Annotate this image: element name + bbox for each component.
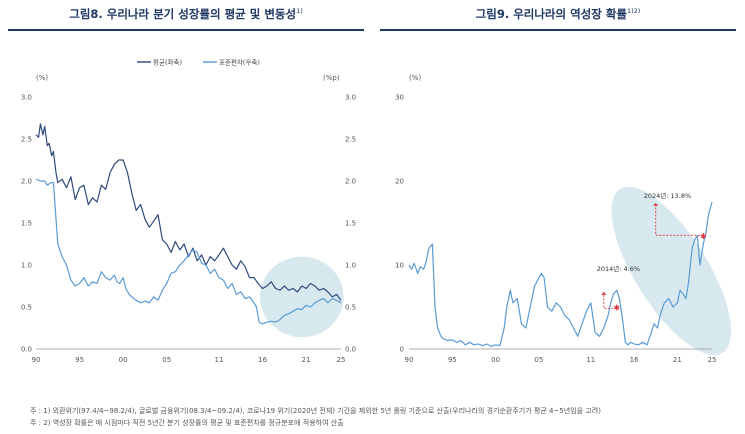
annotation-arrowhead-2014 <box>601 291 607 295</box>
x-tick-label: 25 <box>337 356 346 364</box>
footnote-2: 주 : 2) 역성장 확률은 매 시점마다 직전 5년간 분기 성장률의 평균 … <box>30 419 344 427</box>
annotation-arrowhead-2024 <box>653 202 659 206</box>
y-tick-label-right: 2.0 <box>345 178 356 186</box>
annotation-leader-2014 <box>603 291 617 309</box>
annotation-leader-2024 <box>655 202 704 236</box>
x-tick-label: 21 <box>302 356 311 364</box>
x-tick-label: 16 <box>258 356 267 364</box>
highlight-ellipse <box>259 256 344 338</box>
y-tick-label-right: 3.0 <box>345 94 356 102</box>
x-tick-label: 11 <box>215 356 224 364</box>
right-chart-title-footnote: 1)2) <box>627 7 641 16</box>
y-tick-label-right: 1.0 <box>345 262 356 270</box>
legend-label: 평균(좌축) <box>153 58 182 67</box>
legend-label: 표준편차(우축) <box>219 58 260 67</box>
series-line-mean <box>35 123 342 301</box>
y-tick-label-left: 3.0 <box>21 94 32 102</box>
annotation-label-2024: 2024년: 13.8% <box>644 191 691 200</box>
left-title-divider <box>8 29 364 31</box>
x-tick-label: 90 <box>32 356 41 364</box>
legend: 평균(좌축) 표준편차(우축) <box>137 58 260 67</box>
series-line-probability <box>408 201 713 348</box>
x-tick-label: 05 <box>534 356 543 364</box>
y-tick-label-left: 0.0 <box>21 346 32 354</box>
y-unit-left: (%) <box>36 74 48 82</box>
y-tick-label-right: 0.5 <box>345 304 356 312</box>
highlight-ellipse <box>611 186 732 356</box>
chart-negative-growth-probability: 0 10 20 30 (%) 90 95 00 05 11 16 21 25 2014년: 4.6% ✱ 20… <box>395 74 732 364</box>
chart-mean-volatility: 0.0 0.0 0.5 0.5 1.0 1.0 1.5 1.5 2.0 2.0 2.5 2.5 3.0 3… <box>21 58 356 365</box>
x-tick-label: 00 <box>119 356 128 364</box>
annotation-marker-2024: ✱ <box>700 232 707 241</box>
x-tick-label: 21 <box>673 356 682 364</box>
left-chart-title: 그림8. 우리나라 분기 성장률의 평균 및 변동성1) <box>69 7 303 21</box>
y-tick-label-right: 2.5 <box>345 136 356 144</box>
annotation-label-2014: 2014년: 4.6% <box>597 264 640 273</box>
charts-canvas: 0.0 0.0 0.5 0.5 1.0 1.0 1.5 1.5 2.0 2.0 2.5 2.5 3.0 3… <box>21 58 732 365</box>
footnote-1: 주 : 1) 외환위기(97.4/4~98.2/4), 글로벌 금융위기(08.… <box>30 407 601 415</box>
y-unit: (%) <box>409 74 421 82</box>
y-tick-label: 10 <box>395 262 404 270</box>
x-tick-label: 95 <box>448 356 457 364</box>
y-tick-label: 20 <box>395 178 404 186</box>
x-tick-label: 95 <box>75 356 84 364</box>
y-tick-label-right: 0.0 <box>345 346 356 354</box>
y-unit-right: (%p) <box>323 74 340 82</box>
left-chart-title-footnote: 1) <box>296 7 303 16</box>
x-tick-label: 25 <box>708 356 717 364</box>
x-tick-label: 05 <box>162 356 171 364</box>
y-tick-label-left: 1.0 <box>21 262 32 270</box>
y-tick-label-right: 1.5 <box>345 220 356 228</box>
y-tick-label-left: 2.0 <box>21 178 32 186</box>
y-tick-label-left: 0.5 <box>21 304 32 312</box>
annotation-marker-2014: ✱ <box>613 303 620 312</box>
y-tick-label: 0 <box>400 346 404 354</box>
footnotes: 주 : 1) 외환위기(97.4/4~98.2/4), 글로벌 금융위기(08.… <box>30 405 601 429</box>
right-chart-title: 그림9. 우리나라의 역성장 확률1)2) <box>475 7 641 21</box>
y-tick-label-left: 1.5 <box>21 220 32 228</box>
x-tick-label: 00 <box>491 356 500 364</box>
y-tick-label-left: 2.5 <box>21 136 32 144</box>
x-tick-label: 11 <box>586 356 595 364</box>
y-tick-label: 30 <box>395 94 404 102</box>
right-title-divider <box>380 29 736 31</box>
x-tick-label: 90 <box>405 356 414 364</box>
x-tick-label: 16 <box>630 356 639 364</box>
series-line-std <box>35 178 342 325</box>
